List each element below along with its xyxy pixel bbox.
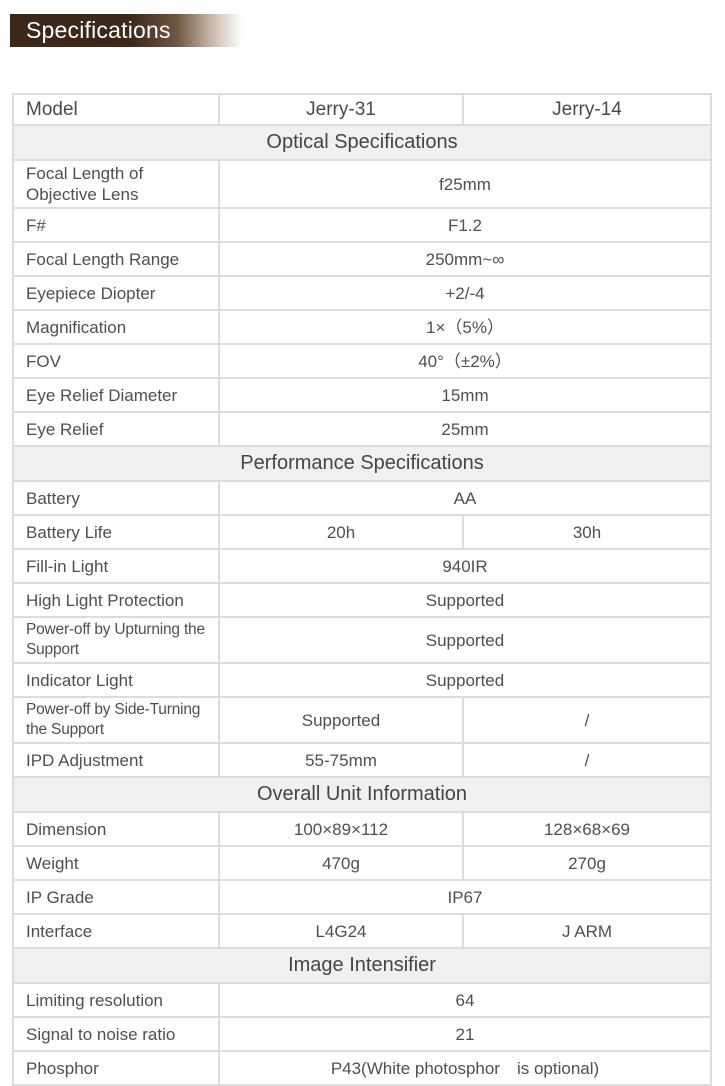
spec-value: IP67 [218, 879, 712, 915]
spec-value: 30h [462, 514, 712, 550]
spec-value: AA [218, 480, 712, 516]
spec-value: Supported [218, 582, 712, 618]
spec-row: Battery Life 20h 30h [12, 514, 712, 550]
spec-value: L4G24 [218, 913, 464, 949]
spec-label: Weight [12, 845, 220, 881]
spec-value: 100×89×112 [218, 811, 464, 847]
spec-label: Eye Relief [12, 411, 220, 447]
spec-row: High Light Protection Supported [12, 582, 712, 618]
spec-value: 15mm [218, 377, 712, 413]
spec-row: IP Grade IP67 [12, 879, 712, 915]
section-header-row: Optical Specifications [12, 124, 712, 161]
spec-label: FOV [12, 343, 220, 379]
spec-row: Eyepiece Diopter +2/-4 [12, 275, 712, 311]
spec-row: Interface L4G24 J ARM [12, 913, 712, 949]
spec-label: Indicator Light [12, 662, 220, 698]
spec-label: F# [12, 207, 220, 243]
section-title: Optical Specifications [12, 124, 712, 161]
spec-value: 270g [462, 845, 712, 881]
model-header-row: Model Jerry-31 Jerry-14 [12, 93, 712, 126]
spec-row: Eye Relief 25mm [12, 411, 712, 447]
spec-value: f25mm [218, 159, 712, 209]
spec-value: 470g [218, 845, 464, 881]
spec-label: Fill-in Light [12, 548, 220, 584]
spec-row: Fill-in Light 940IR [12, 548, 712, 584]
spec-row: Focal Length Range 250mm~∞ [12, 241, 712, 277]
spec-row: Focal Length of Objective Lens f25mm [12, 159, 712, 209]
spec-value: 21 [218, 1016, 712, 1052]
spec-value: Supported [218, 662, 712, 698]
spec-value: 128×68×69 [462, 811, 712, 847]
section-title: Performance Specifications [12, 445, 712, 482]
section-header-row: Overall Unit Information [12, 776, 712, 813]
spec-label: Limiting resolution [12, 982, 220, 1018]
spec-value: / [462, 696, 712, 744]
page-title: Specifications [10, 14, 242, 47]
spec-row: Eye Relief Diameter 15mm [12, 377, 712, 413]
spec-value: / [462, 742, 712, 778]
spec-label: Interface [12, 913, 220, 949]
section-title: Image Intensifier [12, 947, 712, 984]
spec-value: J ARM [462, 913, 712, 949]
spec-value: Supported [218, 696, 464, 744]
spec-value: 1×（5%） [218, 309, 712, 345]
spec-row: FOV 40°（±2%） [12, 343, 712, 379]
spec-row: F# F1.2 [12, 207, 712, 243]
spec-label: Dimension [12, 811, 220, 847]
spec-label: Power-off by Side-Turning the Support [12, 696, 220, 744]
spec-label: Battery [12, 480, 220, 516]
spec-value: 250mm~∞ [218, 241, 712, 277]
spec-label: Focal Length of Objective Lens [12, 159, 220, 209]
spec-row: Power-off by Upturning the Support Suppor… [12, 616, 712, 664]
section-header-row: Image Intensifier [12, 947, 712, 984]
spec-label: Focal Length Range [12, 241, 220, 277]
specifications-table: Model Jerry-31 Jerry-14 Optical Specific… [12, 93, 712, 1086]
spec-label: Eye Relief Diameter [12, 377, 220, 413]
spec-value: 40°（±2%） [218, 343, 712, 379]
spec-value: 64 [218, 982, 712, 1018]
spec-row: IPD Adjustment 55-75mm / [12, 742, 712, 778]
spec-value: P43(White photosphor is optional) [218, 1050, 712, 1086]
spec-row: Signal to noise ratio 21 [12, 1016, 712, 1052]
spec-value: Supported [218, 616, 712, 664]
spec-label: Eyepiece Diopter [12, 275, 220, 311]
spec-value: 55-75mm [218, 742, 464, 778]
spec-label: High Light Protection [12, 582, 220, 618]
spec-row: Dimension 100×89×112 128×68×69 [12, 811, 712, 847]
spec-row: Phosphor P43(White photosphor is optional… [12, 1050, 712, 1086]
spec-row: Battery AA [12, 480, 712, 516]
spec-row: Limiting resolution 64 [12, 982, 712, 1018]
spec-label: Power-off by Upturning the Support [12, 616, 220, 664]
spec-value: F1.2 [218, 207, 712, 243]
spec-label: Battery Life [12, 514, 220, 550]
spec-label: Signal to noise ratio [12, 1016, 220, 1052]
model-name-jerry-31: Jerry-31 [218, 93, 464, 126]
spec-label: IPD Adjustment [12, 742, 220, 778]
spec-row: Power-off by Side-Turning the Support Sup… [12, 696, 712, 744]
spec-label: IP Grade [12, 879, 220, 915]
model-row-label: Model [12, 93, 220, 126]
spec-value: +2/-4 [218, 275, 712, 311]
spec-row: Magnification 1×（5%） [12, 309, 712, 345]
spec-value: 940IR [218, 548, 712, 584]
spec-value: 20h [218, 514, 464, 550]
section-title: Overall Unit Information [12, 776, 712, 813]
spec-row: Weight 470g 270g [12, 845, 712, 881]
spec-label: Phosphor [12, 1050, 220, 1086]
spec-row: Indicator Light Supported [12, 662, 712, 698]
model-name-jerry-14: Jerry-14 [462, 93, 712, 126]
section-header-row: Performance Specifications [12, 445, 712, 482]
spec-label: Magnification [12, 309, 220, 345]
spec-value: 25mm [218, 411, 712, 447]
